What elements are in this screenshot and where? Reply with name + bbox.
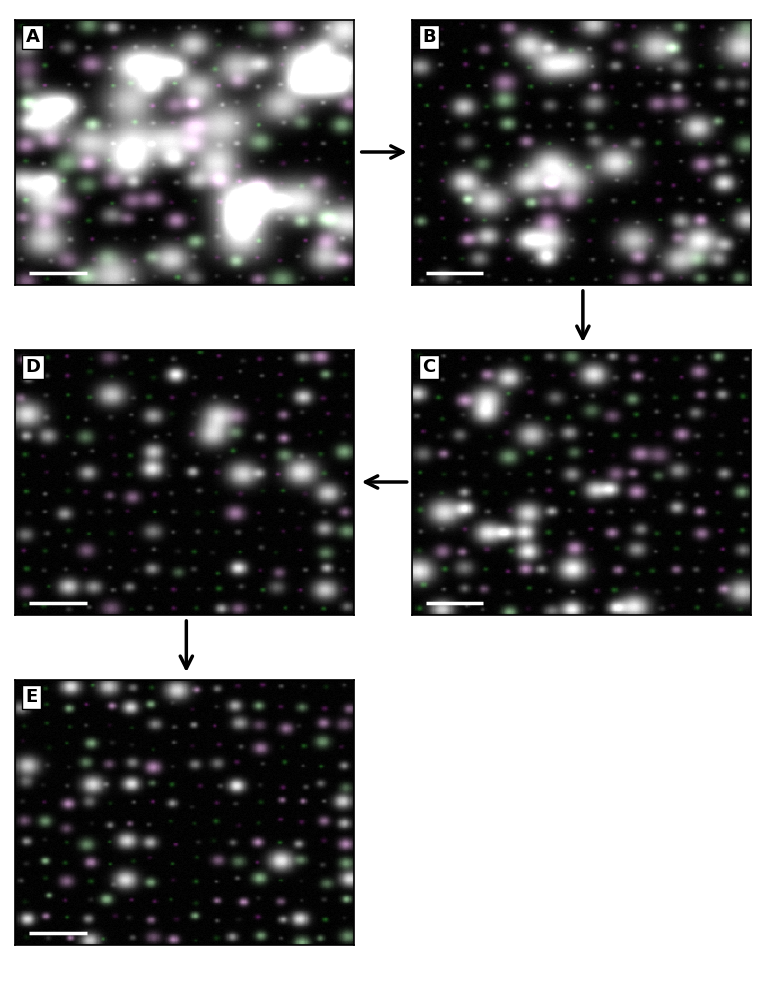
Text: D: D: [25, 358, 41, 376]
Text: E: E: [25, 688, 38, 706]
Text: C: C: [422, 358, 435, 376]
Text: B: B: [422, 28, 436, 46]
Text: A: A: [25, 28, 39, 46]
